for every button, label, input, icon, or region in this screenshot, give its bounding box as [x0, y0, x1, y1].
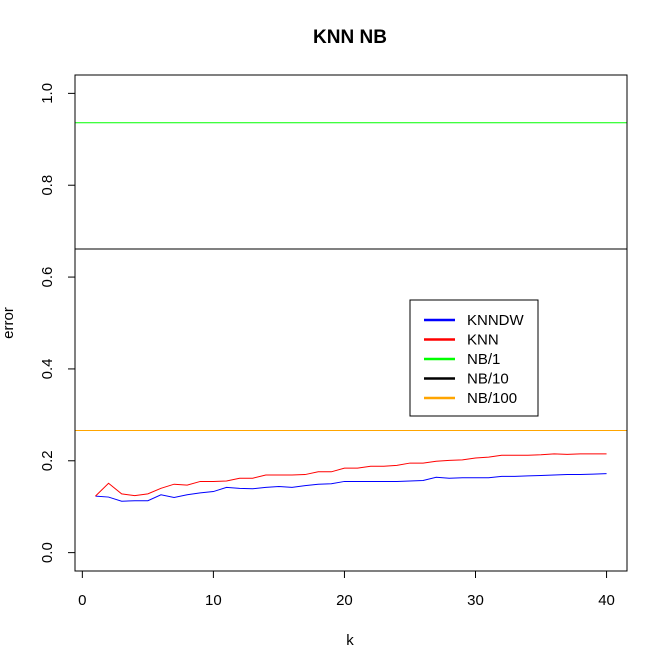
x-tick-label: 30 [467, 592, 484, 609]
legend-label-knndw: KNNDW [467, 312, 525, 329]
chart-title: KNN NB [313, 27, 387, 48]
x-tick-label: 0 [78, 592, 86, 609]
legend-label-nb-100: NB/100 [467, 390, 517, 407]
series-line-knndw [95, 473, 607, 502]
y-axis-label: error [0, 307, 17, 339]
x-tick-label: 10 [205, 592, 222, 609]
y-axis: 0.0 0.2 0.4 0.6 0.8 1.0 [39, 83, 76, 563]
y-tick-label: 0.8 [39, 175, 56, 196]
series-line-knn [95, 453, 607, 497]
legend-label-nb-10: NB/10 [467, 371, 509, 388]
x-tick-label: 20 [336, 592, 353, 609]
x-tick-label: 40 [598, 592, 615, 609]
legend-label-nb-1: NB/1 [467, 351, 500, 368]
x-axis-label: k [346, 632, 354, 649]
series-lines [95, 453, 607, 502]
y-tick-label: 0.6 [39, 267, 56, 288]
y-tick-label: 0.0 [39, 542, 56, 563]
legend-label-knn: KNN [467, 332, 499, 349]
reference-lines [75, 122, 627, 431]
x-axis: 0 10 20 30 40 [78, 570, 615, 609]
y-tick-label: 0.4 [39, 358, 56, 379]
legend: KNNDW KNN NB/1 NB/10 NB/100 [409, 299, 539, 417]
y-tick-label: 1.0 [39, 83, 56, 104]
y-tick-label: 0.2 [39, 450, 56, 471]
